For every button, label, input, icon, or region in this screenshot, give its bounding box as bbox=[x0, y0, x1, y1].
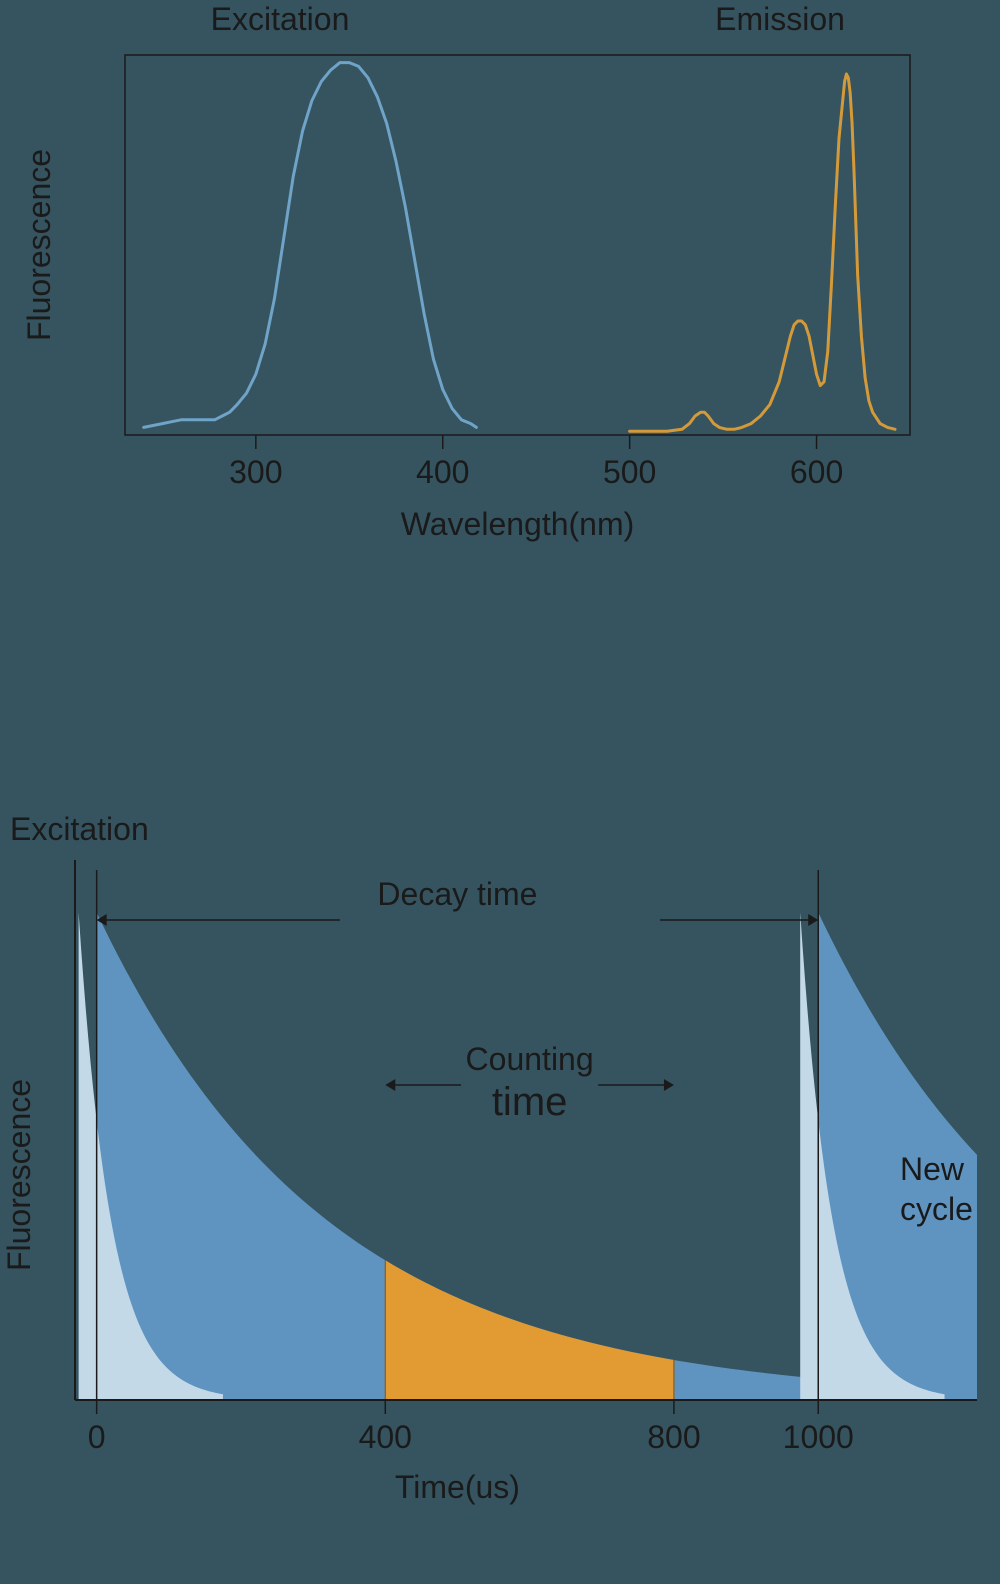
counting-area bbox=[385, 1260, 674, 1400]
x-tick-label: 1000 bbox=[783, 1419, 854, 1455]
counting-label-2: time bbox=[492, 1080, 568, 1124]
y-axis-label-bottom: Fluorescence bbox=[1, 1079, 37, 1271]
x-axis-label-bottom: Time(us) bbox=[395, 1469, 520, 1505]
x-tick-label: 800 bbox=[647, 1419, 700, 1455]
decay-time-label: Decay time bbox=[377, 876, 537, 912]
counting-label-1: Counting bbox=[466, 1041, 594, 1077]
new-cycle-label-1: New bbox=[900, 1151, 965, 1187]
decay-chart: 0 400 800 1000 Time(us) Fluorescence Excitatio… bbox=[0, 0, 1000, 1584]
x-tick-label: 0 bbox=[88, 1419, 106, 1455]
excitation-label: Excitation bbox=[10, 811, 149, 847]
new-cycle-label-2: cycle bbox=[900, 1191, 973, 1227]
x-tick-label: 400 bbox=[359, 1419, 412, 1455]
